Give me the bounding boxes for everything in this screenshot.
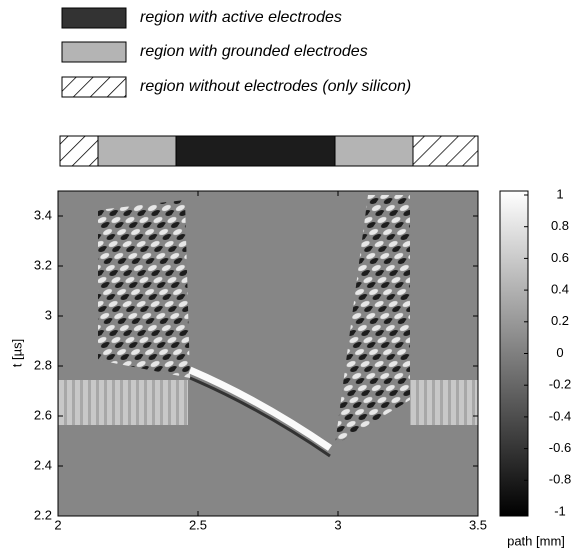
y-tick-label: 2.6 [34, 407, 52, 422]
colorbar-tick-label: 0 [556, 345, 563, 360]
x-axis-label: path [mm] [507, 533, 565, 548]
colorbar-tick-label: -0.8 [549, 472, 571, 487]
colorbar-tick-label: -0.6 [549, 440, 571, 455]
y-tick-label: 2.8 [34, 357, 52, 372]
colorbar-tick-label: 0.8 [551, 218, 569, 233]
colorbar-tick-label: 1 [556, 186, 563, 201]
plot-frame [57, 190, 479, 517]
colorbar-tick-label: -0.2 [549, 377, 571, 392]
y-tick-label: 2.2 [34, 507, 52, 522]
legend-swatch [61, 7, 127, 29]
y-tick-label: 2.4 [34, 457, 52, 472]
colorbar-tick-label: 0.4 [551, 282, 569, 297]
y-axis-label: t [µs] [9, 339, 24, 367]
y-tick-label: 3.4 [34, 207, 52, 222]
x-tick-label: 2.5 [189, 517, 207, 532]
x-tick-label: 2 [54, 517, 61, 532]
colorbar-tick-label: -1 [554, 503, 566, 518]
legend-swatch [61, 41, 127, 63]
y-tick-label: 3.2 [34, 257, 52, 272]
y-tick-label: 3 [45, 307, 52, 322]
colorbar-tick-label: 0.2 [551, 313, 569, 328]
legend-swatch [61, 76, 127, 98]
x-tick-label: 3 [334, 517, 341, 532]
electrode-strip [59, 135, 479, 167]
x-tick-label: 3.5 [469, 517, 487, 532]
colorbar-tick-label: -0.4 [549, 408, 571, 423]
legend-label: region with active electrodes [140, 9, 342, 26]
legend-label: region without electrodes (only silicon) [140, 78, 411, 95]
colorbar [499, 190, 529, 517]
legend-label: region with grounded electrodes [140, 43, 368, 60]
heatmap-image [58, 191, 478, 516]
colorbar-tick-label: 0.6 [551, 250, 569, 265]
